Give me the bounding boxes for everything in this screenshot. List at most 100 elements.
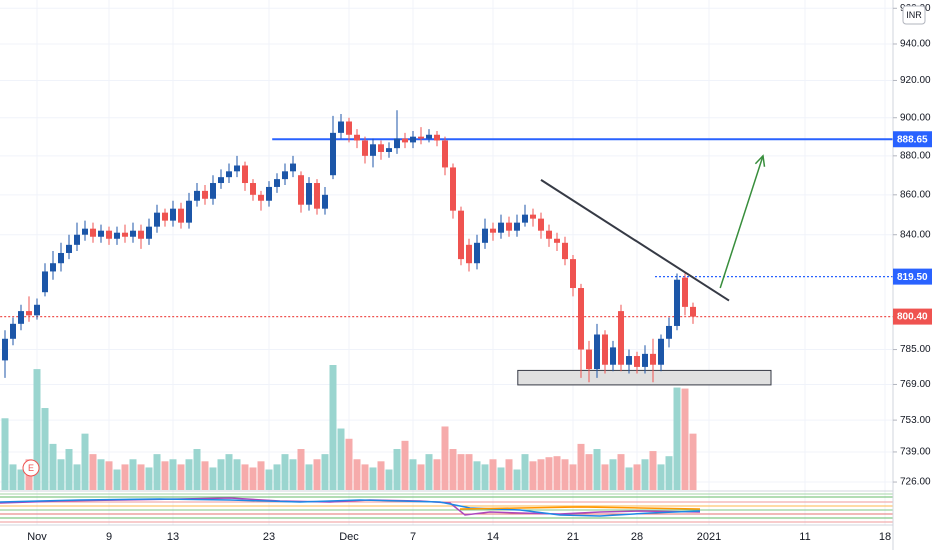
candle-body [610,347,616,365]
candle-body [546,230,552,239]
volume-bar [97,459,105,490]
candle-body [42,271,48,293]
candle-body [506,222,512,231]
x-tick-label: 14 [487,531,499,543]
candle-body [514,222,520,231]
volume-bar [329,365,337,490]
y-tick-label: 769.00 [900,379,931,390]
candle-body [370,144,376,156]
volume-bar [617,454,625,490]
candle-body [274,179,280,187]
volume-bar [201,461,209,490]
candle-body [650,353,656,365]
volume-bar [225,454,233,490]
volume-bar [137,464,145,490]
volume-bar [601,464,609,490]
candle-body [290,163,296,172]
x-tick-label: 23 [263,531,275,543]
indicator-line [459,506,701,510]
candle-body [314,183,320,209]
x-tick-label: 13 [167,531,179,543]
volume-bar [1,418,9,490]
candle-body [498,222,504,233]
price-label: 819.50 [897,272,928,283]
candle-body [154,212,160,227]
volume-bar [169,459,177,490]
volume-bar [529,461,537,490]
candle-body [282,171,288,180]
volume-bar [489,459,497,490]
price-label-box [893,131,932,148]
y-tick-label: 840.00 [900,229,931,240]
candle-body [442,140,448,168]
candle-body [258,194,264,201]
y-tick-label: 900.00 [900,112,931,123]
volume-bar [265,469,273,490]
candle-body [538,218,544,231]
candle-body [554,238,560,243]
candle-body [162,212,168,221]
volume-bar [553,456,561,490]
volume-bar [633,464,641,490]
volume-bar [369,467,377,490]
currency-label: INR [906,10,922,20]
volume-bar [513,469,521,490]
volume-bar [33,369,41,490]
candle-body [434,134,440,141]
volume-bar [353,459,361,490]
volume-bar [457,454,465,490]
volume-bar [289,459,297,490]
volume-bar [409,459,417,490]
event-marker[interactable] [22,459,40,477]
volume-bar [281,454,289,490]
y-tick-label: 753.00 [900,415,931,426]
volume-bar [497,467,505,490]
arrow-head [754,154,766,167]
candle-body [522,214,528,223]
candle-body [578,288,584,350]
candle-body [10,323,16,339]
volume-bar [657,464,665,490]
candle-body [490,228,496,233]
candle-body [266,186,272,201]
candle-body [482,228,488,243]
candle-body [322,194,328,209]
candle-body [634,356,640,367]
volume-bar [649,451,657,490]
candle-body [418,136,424,139]
volume-bar [449,449,457,490]
volume-bar [417,464,425,490]
volume-bar [73,464,81,490]
y-tick-label: 739.00 [900,447,931,458]
currency-badge[interactable] [902,5,926,25]
candle-body [458,210,464,260]
candle-body [186,200,192,223]
candle-body [626,356,632,365]
price-label-box [893,308,932,325]
volume-bar [537,459,545,490]
volume-bar [145,467,153,490]
volume-bar [321,454,329,490]
volume-bar [313,459,321,490]
volume-bar [401,440,409,490]
candle-body [130,230,136,237]
volume-bar [17,469,25,490]
volume-bar [641,459,649,490]
candle-body [642,353,648,367]
event-marker-label: E [28,463,34,473]
candle-body [402,138,408,143]
volume-pane [1,365,697,490]
price-pane [0,110,893,386]
volume-bar [473,461,481,490]
volume-bar [681,388,689,490]
candle-body [218,177,224,184]
candle-body [114,232,120,239]
x-tick-label: 18 [879,531,891,543]
indicator-line [0,498,701,517]
x-tick-label: 21 [567,531,579,543]
candle-body [18,311,24,324]
candle-body [690,306,696,317]
volume-bar [41,408,49,490]
